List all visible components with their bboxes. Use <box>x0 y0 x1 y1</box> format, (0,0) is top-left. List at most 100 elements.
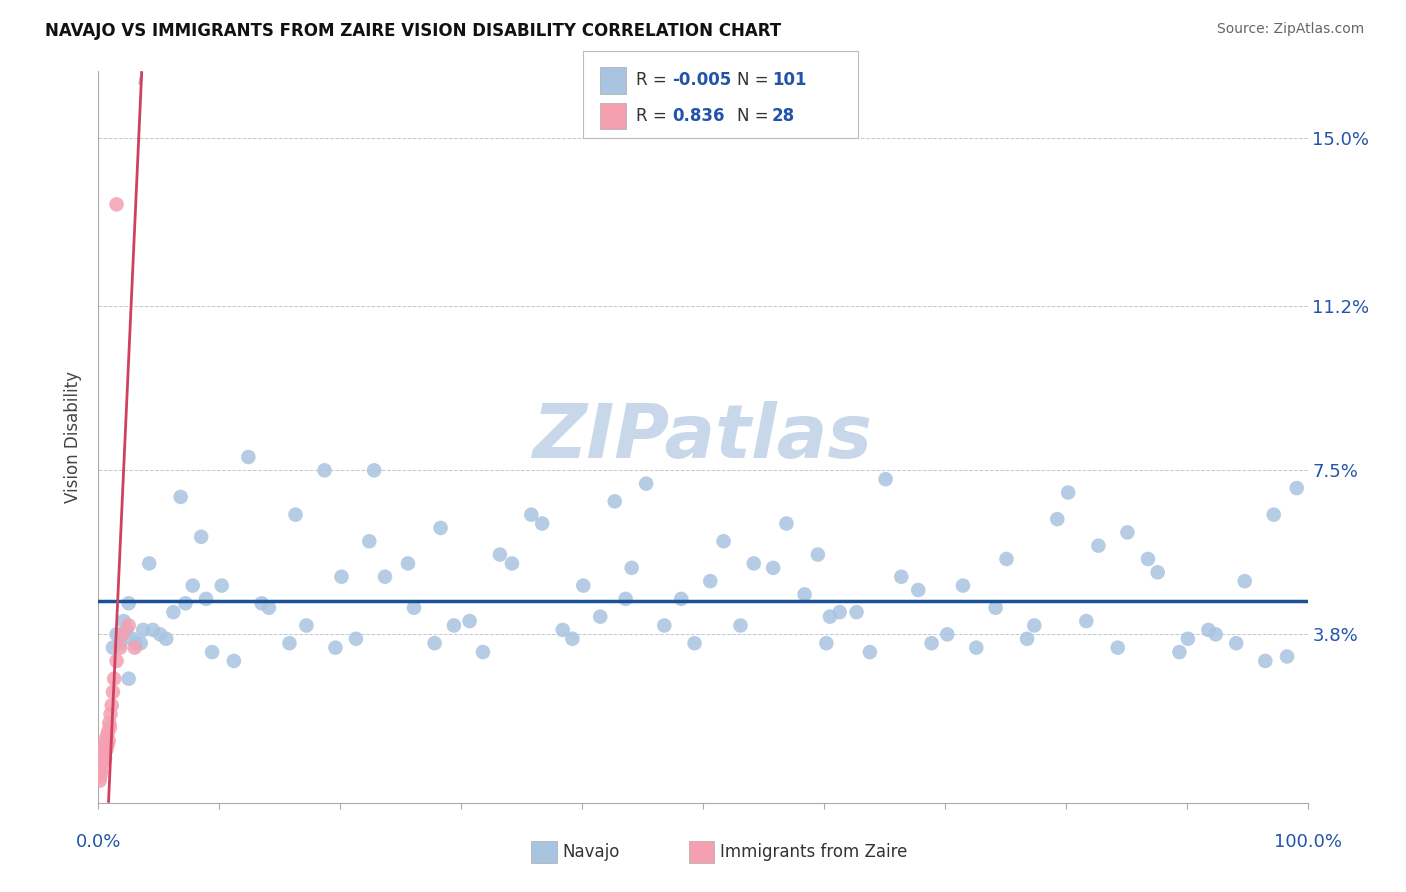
Point <box>921 636 943 650</box>
Point <box>169 490 191 504</box>
Point <box>325 640 347 655</box>
Point <box>1076 614 1098 628</box>
Point <box>1024 618 1046 632</box>
Point <box>112 614 135 628</box>
Point <box>984 600 1007 615</box>
Point <box>93 738 115 752</box>
Text: 100.0%: 100.0% <box>1274 833 1341 851</box>
Point <box>859 645 882 659</box>
Text: -0.005: -0.005 <box>672 71 731 89</box>
Point <box>91 742 114 756</box>
Text: 0.836: 0.836 <box>672 107 724 125</box>
Point <box>589 609 612 624</box>
Point <box>94 751 117 765</box>
Point <box>195 591 218 606</box>
Text: 101: 101 <box>772 71 807 89</box>
Point <box>125 636 148 650</box>
Point <box>314 463 336 477</box>
Point <box>1057 485 1080 500</box>
Point <box>652 618 675 632</box>
Point <box>96 729 118 743</box>
Point <box>295 618 318 632</box>
Point <box>1107 640 1129 655</box>
Point <box>162 605 184 619</box>
Point <box>561 632 583 646</box>
Point <box>111 627 134 641</box>
Text: 0.0%: 0.0% <box>76 833 121 851</box>
Point <box>91 751 114 765</box>
Point <box>96 742 118 756</box>
Point <box>995 552 1018 566</box>
Point <box>174 596 197 610</box>
Point <box>100 698 122 713</box>
Point <box>699 574 721 589</box>
Text: NAVAJO VS IMMIGRANTS FROM ZAIRE VISION DISABILITY CORRELATION CHART: NAVAJO VS IMMIGRANTS FROM ZAIRE VISION D… <box>45 22 782 40</box>
Point <box>471 645 494 659</box>
Point <box>818 609 841 624</box>
Point <box>124 640 146 655</box>
Point <box>100 707 122 722</box>
Point <box>96 738 118 752</box>
Point <box>683 636 706 650</box>
Point <box>713 534 735 549</box>
Point <box>278 636 301 650</box>
Point <box>89 773 111 788</box>
Point <box>93 747 115 761</box>
Point <box>671 591 693 606</box>
Point <box>222 654 245 668</box>
Point <box>1087 539 1109 553</box>
Point <box>1205 627 1227 641</box>
Text: Navajo: Navajo <box>562 843 620 861</box>
Point <box>1168 645 1191 659</box>
Point <box>284 508 307 522</box>
Point <box>396 557 419 571</box>
Point <box>1233 574 1256 589</box>
Point <box>105 627 128 641</box>
Point <box>90 764 112 779</box>
Point <box>103 672 125 686</box>
Text: R =: R = <box>636 71 672 89</box>
Point <box>423 636 446 650</box>
Point <box>190 530 212 544</box>
Point <box>907 582 929 597</box>
Point <box>97 724 120 739</box>
Point <box>129 636 152 650</box>
Point <box>1285 481 1308 495</box>
Point <box>101 640 124 655</box>
Point <box>250 596 273 610</box>
Text: Source: ZipAtlas.com: Source: ZipAtlas.com <box>1216 22 1364 37</box>
Point <box>531 516 554 531</box>
Point <box>1136 552 1159 566</box>
Point <box>815 636 838 650</box>
Point <box>359 534 381 549</box>
Point <box>807 548 830 562</box>
Point <box>489 548 512 562</box>
Point <box>793 587 815 601</box>
Point <box>142 623 165 637</box>
Text: 28: 28 <box>772 107 794 125</box>
Point <box>845 605 868 619</box>
Point <box>890 570 912 584</box>
Point <box>1015 632 1038 646</box>
Point <box>118 618 141 632</box>
Point <box>121 632 143 646</box>
Point <box>108 636 131 650</box>
Text: R =: R = <box>636 107 672 125</box>
Point <box>402 600 425 615</box>
Point <box>115 623 138 637</box>
Text: ZIPatlas: ZIPatlas <box>533 401 873 474</box>
Point <box>730 618 752 632</box>
Point <box>775 516 797 531</box>
Point <box>118 596 141 610</box>
Point <box>551 623 574 637</box>
Point <box>201 645 224 659</box>
Point <box>429 521 451 535</box>
Y-axis label: Vision Disability: Vision Disability <box>65 371 83 503</box>
Point <box>501 557 523 571</box>
Point <box>90 760 112 774</box>
Point <box>138 557 160 571</box>
Point <box>1275 649 1298 664</box>
Point <box>118 672 141 686</box>
Point <box>620 561 643 575</box>
Point <box>742 557 765 571</box>
